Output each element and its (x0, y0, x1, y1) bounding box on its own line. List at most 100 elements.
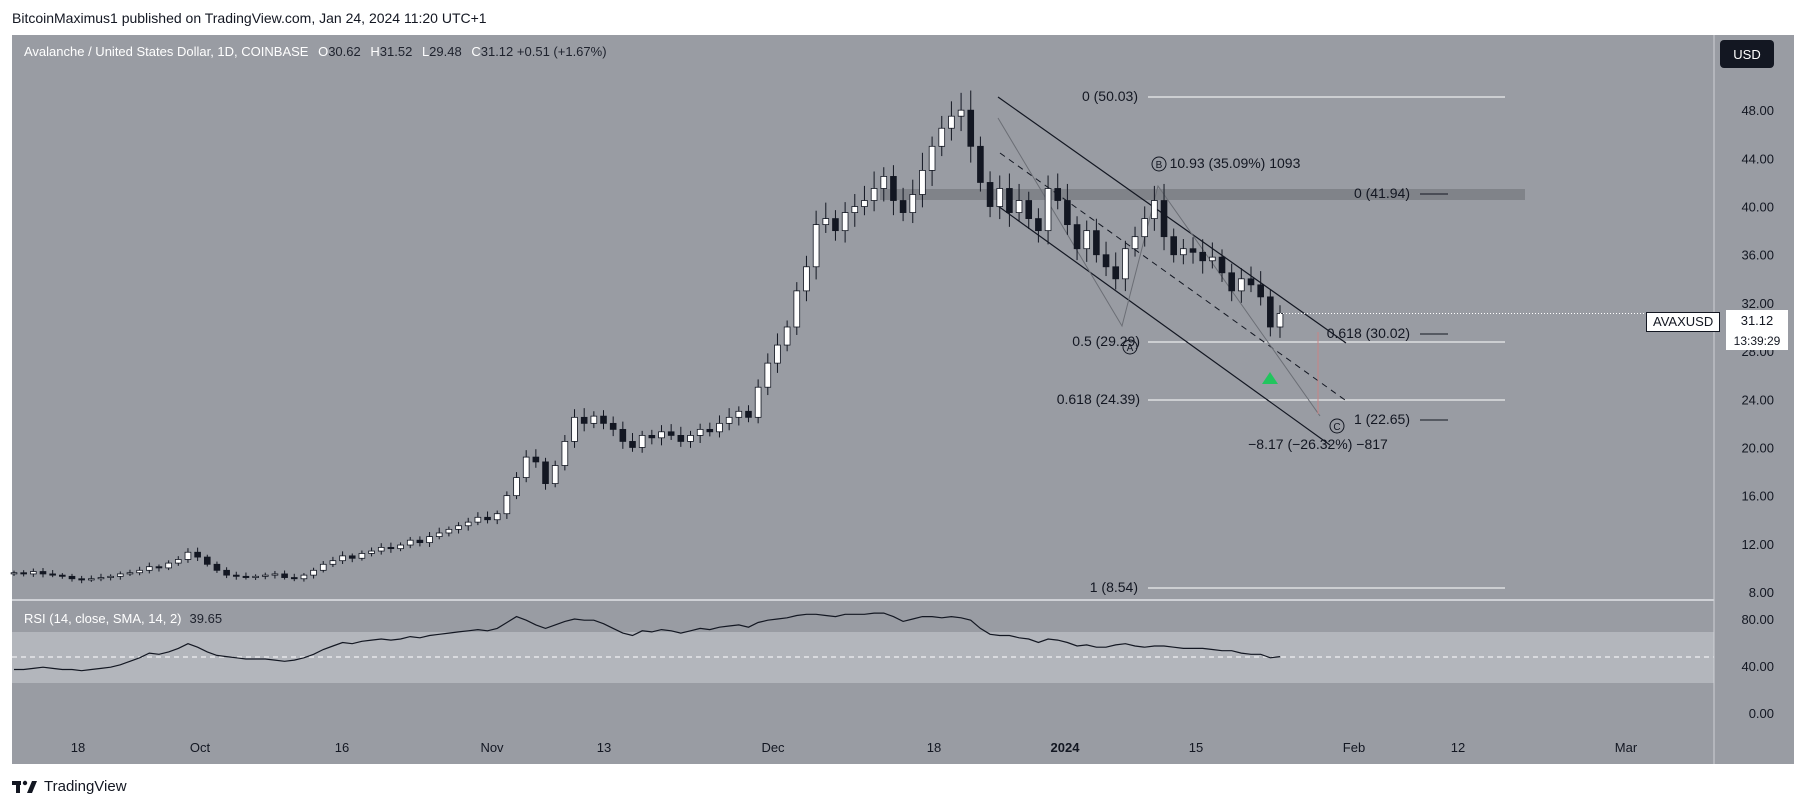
candle[interactable] (1209, 242, 1216, 269)
candle[interactable] (223, 567, 230, 579)
candle[interactable] (996, 175, 1004, 220)
candle[interactable] (387, 542, 395, 553)
candle[interactable] (938, 115, 946, 157)
candle[interactable] (1170, 228, 1177, 263)
candle[interactable] (174, 556, 182, 566)
candle[interactable] (59, 573, 66, 579)
candle[interactable] (117, 571, 124, 580)
candle[interactable] (484, 511, 491, 524)
candle[interactable] (957, 92, 965, 132)
time-axis[interactable] (12, 732, 1794, 764)
candle[interactable] (648, 429, 656, 445)
candle[interactable] (696, 423, 704, 443)
candle[interactable] (687, 430, 694, 448)
candle[interactable] (716, 415, 723, 438)
candle[interactable] (290, 573, 298, 582)
candle[interactable] (1073, 216, 1081, 261)
candle[interactable] (97, 573, 105, 582)
candle[interactable] (1122, 240, 1129, 292)
candle[interactable] (880, 167, 888, 202)
candle[interactable] (261, 572, 269, 580)
candle[interactable] (242, 572, 250, 580)
candle[interactable] (1006, 173, 1013, 227)
candle[interactable] (194, 547, 201, 562)
candle[interactable] (571, 409, 578, 448)
candle[interactable] (851, 194, 859, 227)
candle[interactable] (464, 517, 472, 531)
candle[interactable] (532, 449, 540, 468)
candle[interactable] (1218, 249, 1226, 282)
candle[interactable] (319, 561, 327, 573)
candle[interactable] (638, 430, 646, 453)
candle[interactable] (764, 353, 772, 396)
candle[interactable] (899, 187, 907, 222)
candle[interactable] (1112, 252, 1120, 290)
candle[interactable] (339, 551, 346, 565)
candle[interactable] (977, 136, 984, 192)
candle[interactable] (706, 422, 714, 437)
candle[interactable] (281, 570, 288, 580)
candle[interactable] (329, 556, 337, 568)
candle[interactable] (455, 522, 462, 534)
candle[interactable] (1238, 268, 1245, 303)
candle[interactable] (78, 575, 85, 584)
candle[interactable] (1083, 220, 1091, 262)
candle[interactable] (426, 532, 433, 547)
candle[interactable] (358, 550, 366, 561)
candle[interactable] (232, 571, 240, 580)
candle[interactable] (822, 202, 830, 233)
candle[interactable] (203, 554, 211, 567)
candle[interactable] (493, 510, 501, 525)
candle[interactable] (542, 457, 549, 490)
candle[interactable] (1102, 241, 1110, 277)
candle[interactable] (803, 255, 810, 302)
candle[interactable] (348, 553, 356, 563)
candle[interactable] (68, 573, 76, 582)
ohlc-legend[interactable]: Avalanche / United States Dollar, 1D, CO… (24, 44, 607, 59)
candle[interactable] (919, 152, 926, 208)
candle[interactable] (10, 570, 18, 576)
candle[interactable] (832, 210, 839, 241)
candle[interactable] (1267, 289, 1274, 337)
candle[interactable] (890, 165, 897, 216)
price-pane[interactable] (12, 35, 1714, 599)
candle[interactable] (155, 564, 163, 572)
candle[interactable] (184, 548, 192, 563)
candle[interactable] (252, 574, 259, 580)
candle[interactable] (967, 90, 975, 163)
candle[interactable] (474, 512, 482, 526)
candle[interactable] (1247, 266, 1255, 293)
candle[interactable] (416, 536, 424, 547)
candle[interactable] (870, 171, 878, 212)
candle[interactable] (136, 566, 143, 576)
candle[interactable] (20, 570, 27, 577)
candle[interactable] (145, 562, 153, 574)
candle[interactable] (1035, 208, 1042, 243)
candle[interactable] (271, 570, 279, 579)
candle[interactable] (213, 561, 221, 573)
candle[interactable] (107, 574, 114, 581)
candle[interactable] (126, 569, 134, 576)
candle[interactable] (39, 568, 47, 578)
candle[interactable] (1054, 173, 1062, 210)
candle[interactable] (1257, 271, 1264, 306)
candle[interactable] (310, 567, 317, 579)
candle[interactable] (735, 406, 743, 426)
candle[interactable] (841, 202, 849, 243)
candle[interactable] (725, 408, 733, 431)
candle[interactable] (1093, 218, 1100, 263)
footer-brand[interactable]: TradingView (12, 778, 127, 795)
candle[interactable] (1044, 175, 1052, 245)
candle[interactable] (590, 411, 598, 429)
rsi-title[interactable]: RSI (14, close, SMA, 14, 2) (24, 611, 182, 626)
candle[interactable] (609, 416, 617, 437)
candle[interactable] (793, 282, 801, 335)
candle[interactable] (377, 543, 385, 555)
symbol-title[interactable]: Avalanche / United States Dollar, 1D, CO… (24, 44, 309, 59)
candle[interactable] (745, 405, 752, 423)
candle[interactable] (1180, 239, 1187, 265)
candle[interactable] (406, 536, 414, 549)
candle[interactable] (551, 460, 559, 488)
rsi-legend[interactable]: RSI (14, close, SMA, 14, 2) 39.65 (24, 611, 222, 626)
